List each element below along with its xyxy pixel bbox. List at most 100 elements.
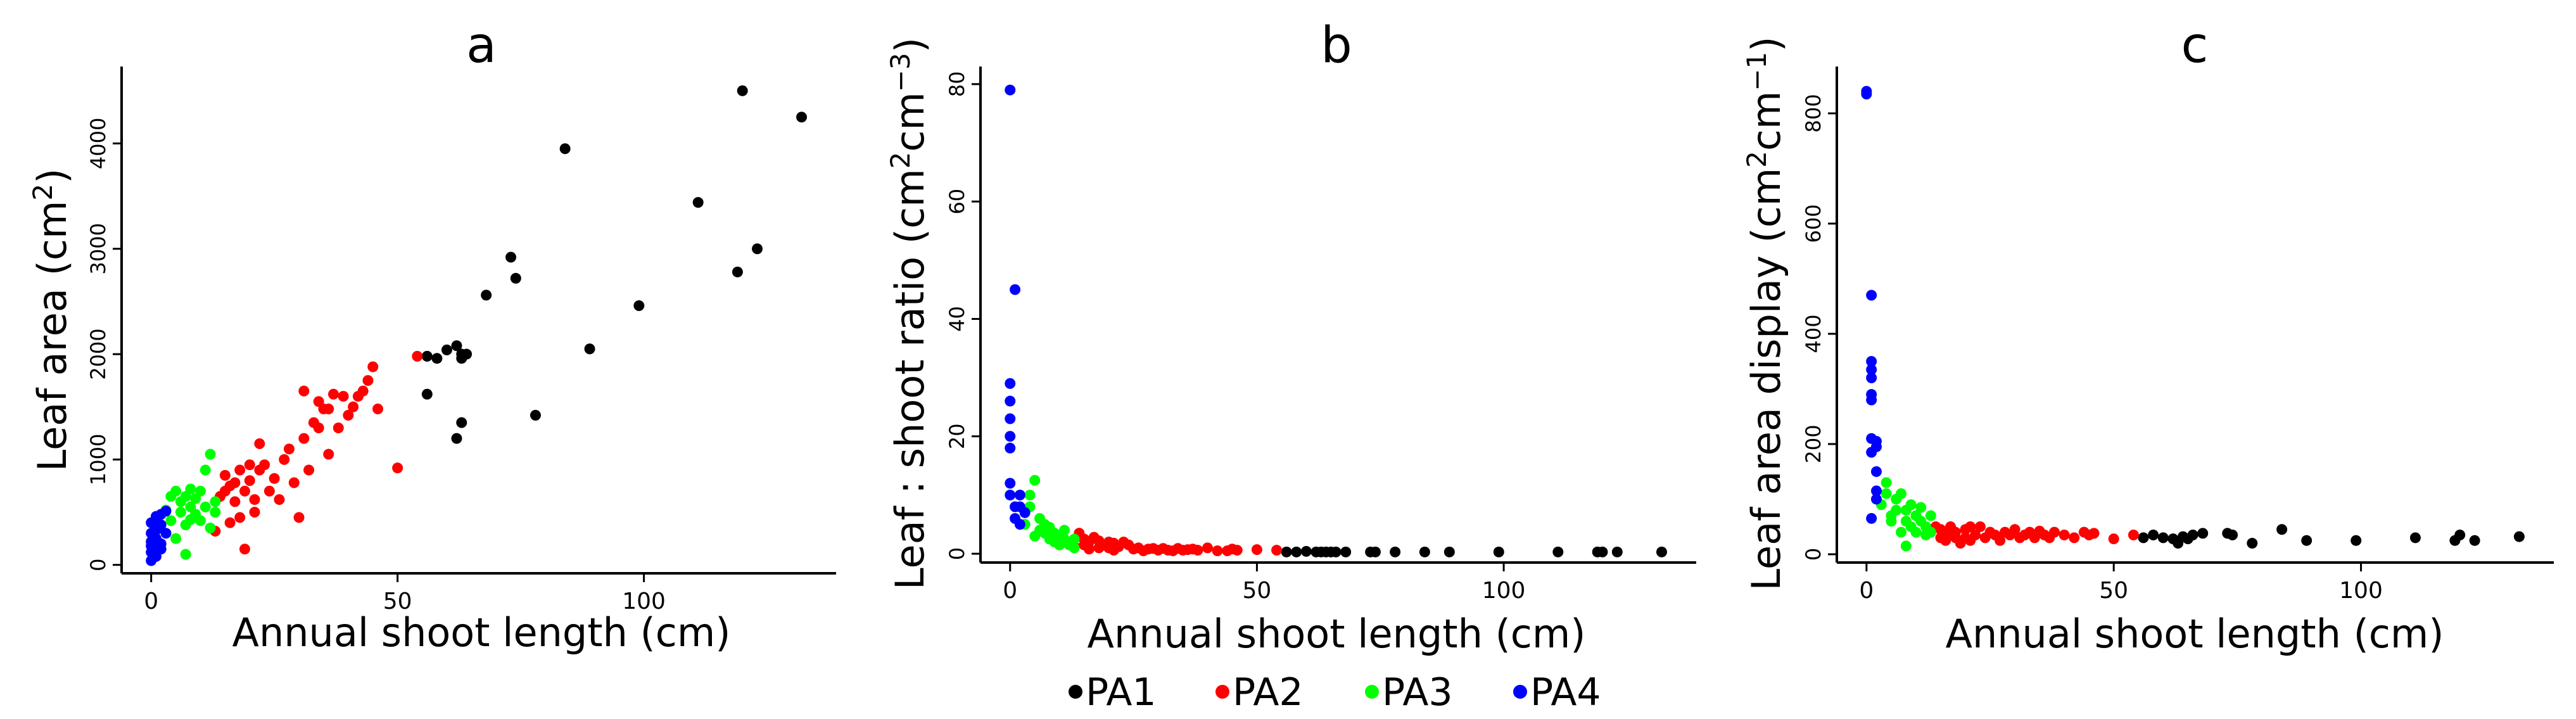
point-b-pa1-18: [1611, 546, 1623, 557]
legend-item-pa2: PA2: [1215, 670, 1304, 715]
point-c-pa4-3: [1866, 355, 1877, 367]
point-a-pa1-8: [451, 433, 462, 444]
point-c-pa1-0: [2138, 532, 2149, 544]
y-tick-label-b-20: 20: [945, 423, 969, 449]
point-c-pa2-14: [1970, 530, 1981, 540]
point-a-pa1-16: [633, 300, 645, 312]
legend: PA1 PA2 PA3 PA4: [1069, 670, 1601, 715]
point-a-pa2-11: [239, 544, 250, 555]
point-c-pa1-19: [2513, 531, 2525, 542]
point-c-pa3-20: [1925, 526, 1936, 538]
point-a-pa2-13: [244, 459, 255, 471]
point-a-pa3-20: [210, 507, 221, 518]
point-a-pa4-13: [160, 506, 172, 517]
point-c-pa4-1: [1861, 89, 1872, 99]
point-a-pa3-22: [185, 514, 196, 525]
y-tick-label-b-40: 40: [945, 306, 969, 332]
y-axis-label-c-main: Leaf area display (cm: [1743, 168, 1789, 591]
point-a-pa2-38: [343, 410, 354, 421]
point-a-pa3-16: [200, 464, 211, 476]
point-a-pa2-34: [323, 404, 334, 415]
legend-item-pa1: PA1: [1069, 670, 1157, 715]
point-c-pa3-7: [1895, 526, 1907, 538]
point-b-pa2-30: [1192, 545, 1203, 556]
point-a-pa2-28: [303, 464, 315, 476]
point-c-pa1-8: [2197, 528, 2209, 539]
point-a-pa2-43: [367, 361, 379, 372]
point-c-pa3-21: [1900, 540, 1912, 552]
point-b-pa1-2: [1300, 545, 1312, 557]
point-a-pa1-10: [481, 290, 492, 301]
point-a-pa4-15: [155, 538, 167, 549]
point-a-pa3-4: [170, 485, 182, 497]
point-a-pa3-1: [165, 515, 177, 526]
y-tick-label-c-200: 200: [1801, 424, 1825, 463]
point-b-pa1-19: [1656, 546, 1667, 557]
x-tick-label-a-50: 50: [383, 589, 412, 614]
y-tick-label-b-60: 60: [945, 189, 969, 215]
point-a-pa1-19: [737, 85, 748, 96]
point-c-pa4-5: [1866, 372, 1877, 384]
y-axis-label-c-sup2: −1: [1741, 52, 1772, 91]
legend-label-pa3: PA3: [1382, 670, 1453, 715]
x-tick-label-a-100: 100: [622, 589, 666, 614]
point-c-pa2-30: [2049, 526, 2060, 538]
point-a-pa1-6: [461, 348, 473, 360]
point-b-pa1-13: [1443, 546, 1455, 557]
point-a-pa2-8: [234, 464, 246, 476]
point-c-pa3-19: [1925, 510, 1936, 521]
point-a-pa1-1: [431, 353, 443, 364]
points-b: [1005, 84, 1667, 557]
point-c-pa3-2: [1881, 477, 1892, 488]
point-c-pa3-12: [1905, 499, 1917, 511]
ticks-c: 0 50 100 0 200 400 600 800: [1801, 94, 2383, 604]
y-axis-label-b-end: ): [887, 37, 933, 53]
point-a-pa2-5: [224, 517, 236, 528]
point-c-pa4-7: [1866, 394, 1877, 405]
point-c-pa1-10: [2227, 530, 2238, 540]
x-tick-label-c-100: 100: [2339, 578, 2383, 604]
point-b-pa1-15: [1552, 546, 1564, 557]
point-a-pa2-35: [328, 388, 339, 400]
y-tick-label-a-3000: 3000: [86, 223, 110, 274]
point-c-pa2-5: [1940, 535, 1951, 546]
point-b-pa4-1: [1010, 284, 1021, 295]
x-tick-label-c-0: 0: [1859, 578, 1874, 604]
point-a-pa2-45: [392, 462, 403, 474]
point-a-pa2-41: [357, 385, 369, 397]
point-a-pa2-20: [269, 473, 280, 484]
point-a-pa3-19: [210, 496, 221, 507]
points-c: [1861, 86, 2525, 552]
point-b-pa3-20: [1069, 542, 1080, 554]
point-a-pa2-25: [293, 512, 305, 523]
point-a-pa2-22: [279, 454, 290, 465]
x-axis-label-c: Annual shoot length (cm): [1946, 611, 2444, 657]
y-axis-label-a-sup: 2: [27, 184, 58, 201]
point-a-pa2-39: [348, 401, 359, 412]
legend-label-pa4: PA4: [1530, 670, 1601, 715]
point-b-pa1-0: [1281, 546, 1292, 557]
point-a-pa3-17: [205, 522, 216, 533]
point-b-pa4-3: [1005, 395, 1016, 407]
point-c-pa1-14: [2351, 535, 2362, 546]
point-a-pa1-15: [584, 343, 595, 355]
point-a-pa1-3: [451, 340, 462, 352]
y-tick-label-b-80: 80: [945, 71, 969, 97]
ticks-b: 0 50 100 0 20 40 60 80: [945, 71, 1525, 604]
point-c-pa4-15: [1866, 512, 1877, 524]
point-b-pa4-11: [1014, 489, 1025, 500]
point-c-pa2-12: [1965, 521, 1976, 532]
y-axis-label-a-main: Leaf area (cm: [29, 201, 75, 472]
point-c-pa1-13: [2301, 535, 2313, 546]
y-tick-label-b-0: 0: [945, 547, 969, 560]
point-c-pa1-17: [2454, 530, 2466, 540]
point-a-pa2-3: [219, 469, 231, 481]
point-b-pa4-14: [1019, 507, 1031, 518]
point-c-pa2-22: [2009, 524, 2021, 535]
point-b-pa1-14: [1493, 546, 1504, 557]
point-a-pa2-42: [362, 375, 374, 386]
point-c-pa3-8: [1895, 488, 1907, 499]
